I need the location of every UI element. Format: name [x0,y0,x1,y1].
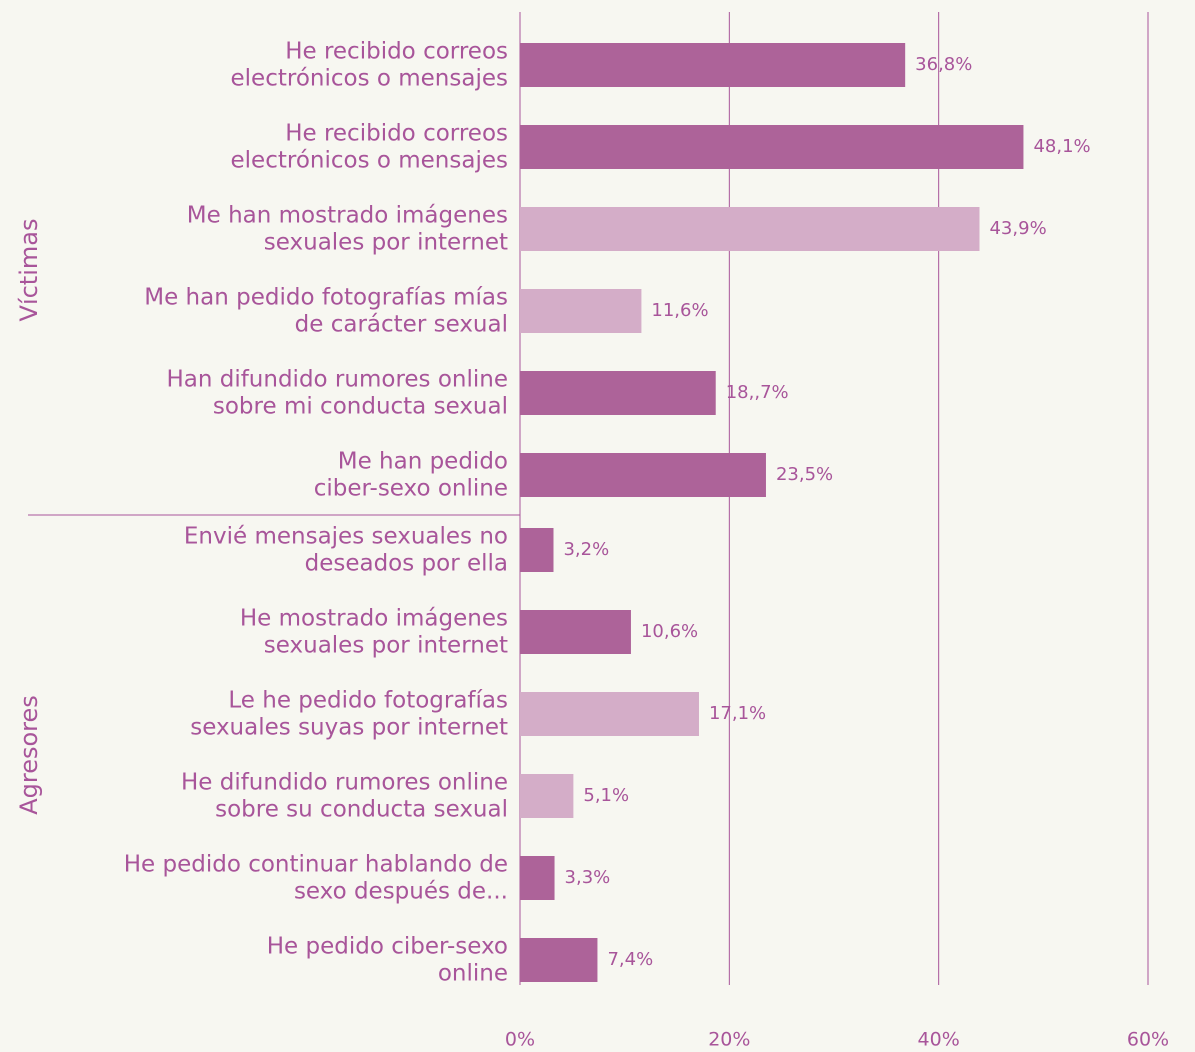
value-label: 48,1% [1033,136,1090,157]
value-label: 7,4% [607,949,653,970]
x-tick-label: 0% [505,1029,535,1049]
group-label: Agresores [15,695,43,815]
category-label: He difundido rumores online [181,770,508,796]
bar [520,289,642,333]
category-label: sexuales por internet [264,230,508,256]
category-label: Envié mensajes sexuales no [184,524,508,550]
category-label: electrónicos o mensajes [231,66,508,92]
category-label: Me han pedido fotografías mías [144,285,508,311]
bar [520,938,598,982]
value-label: 18,,7% [726,382,789,403]
category-label: sexo después de... [294,879,508,905]
category-label: ciber-sexo online [314,476,508,502]
category-label: sexuales suyas por internet [190,715,508,741]
value-label: 23,5% [776,464,833,485]
bar [520,43,906,87]
value-label: 17,1% [709,703,766,724]
bar [520,774,574,818]
bar [520,453,766,497]
category-label: sobre mi conducta sexual [213,394,508,420]
value-label: 11,6% [651,300,708,321]
bar [520,856,555,900]
category-label: de carácter sexual [295,312,508,338]
value-label: 3,2% [563,539,609,560]
x-tick-label: 20% [708,1029,750,1049]
bar [520,692,699,736]
bar [520,371,716,415]
category-label: Me han pedido [338,449,508,475]
x-tick-label: 60% [1127,1029,1169,1049]
category-label: sexuales por internet [264,633,508,659]
category-label: online [438,961,508,987]
category-label: Han difundido rumores online [166,367,508,393]
bar [520,207,980,251]
category-label: He recibido correos [285,121,508,147]
category-label: He recibido correos [285,39,508,65]
category-label: deseados por ella [305,551,508,577]
value-label: 5,1% [583,785,629,806]
x-tick-label: 40% [918,1029,960,1049]
category-label: electrónicos o mensajes [231,148,508,174]
bar [520,610,631,654]
category-label: He pedido ciber-sexo [267,934,508,960]
value-label: 10,6% [641,621,698,642]
category-label: Le he pedido fotografías [228,688,508,714]
category-label: He pedido continuar hablando de [124,852,508,878]
bar [520,125,1024,169]
category-label: sobre su conducta sexual [215,797,508,823]
category-label: He mostrado imágenes [240,606,508,632]
value-label: 3,3% [565,867,611,888]
value-label: 43,9% [989,218,1046,239]
group-label: Víctimas [15,219,43,322]
category-label: Me han mostrado imágenes [187,203,508,229]
value-label: 36,8% [915,54,972,75]
bar [520,528,554,572]
